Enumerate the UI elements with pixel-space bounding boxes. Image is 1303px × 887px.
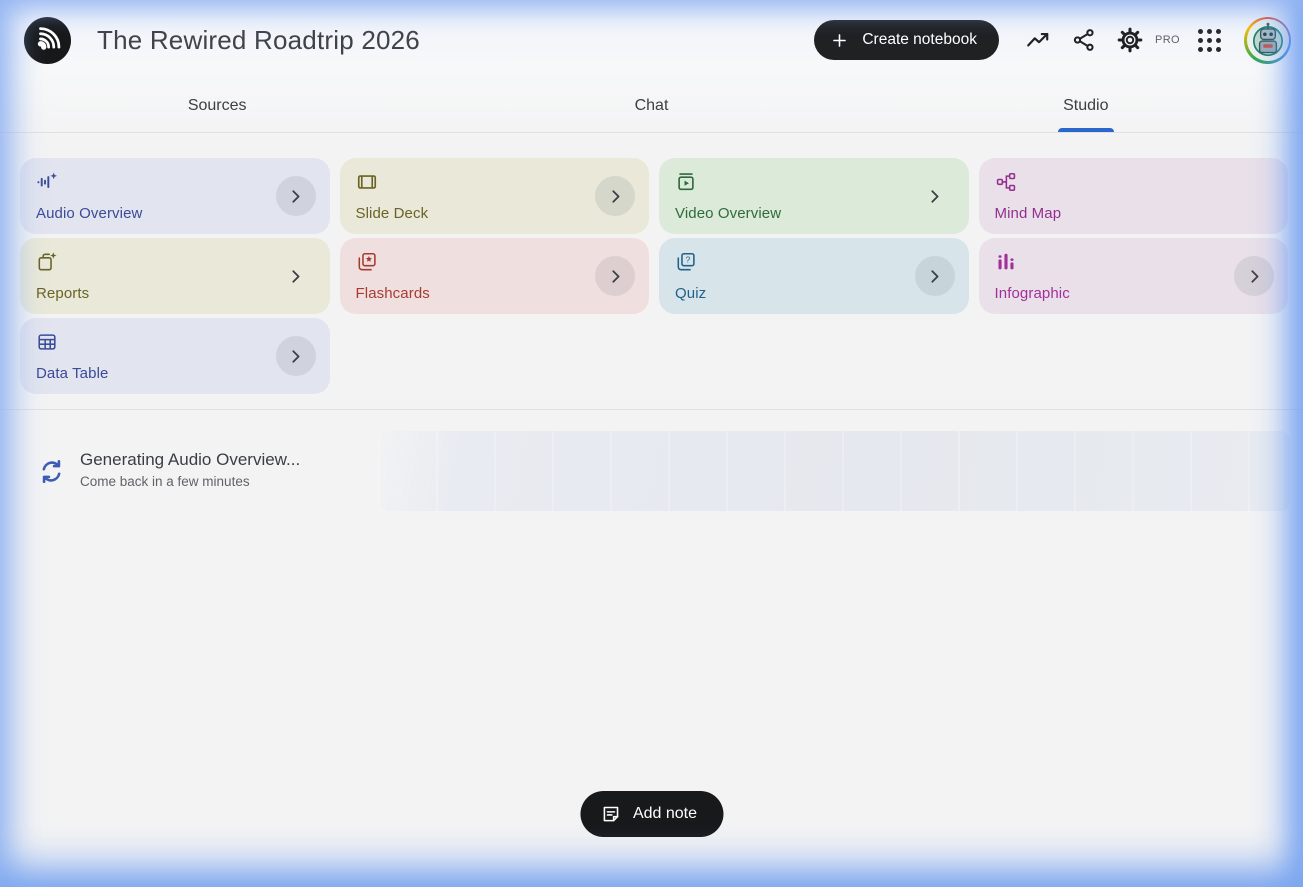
data-table-icon: [36, 331, 58, 353]
create-notebook-label: Create notebook: [862, 31, 977, 48]
mind-map-icon: [995, 171, 1017, 193]
generating-title: Generating Audio Overview...: [80, 450, 301, 469]
tab-chat[interactable]: Chat: [434, 80, 868, 132]
chevron-right-icon: [924, 186, 945, 207]
generating-status-section: Generating Audio Overview... Come back i…: [0, 425, 1303, 517]
studio-card-grid: Audio Overview Slide Deck Video Overview…: [20, 158, 1288, 394]
studio-card-slide-deck[interactable]: Slide Deck: [339, 158, 649, 234]
settings-gear-icon: [1117, 27, 1143, 53]
chevron-right-icon: [605, 186, 626, 207]
tab-sources[interactable]: Sources: [0, 80, 434, 132]
infographic-icon: [995, 251, 1017, 273]
reports-icon: [36, 251, 58, 273]
panel-tabbar: Sources Chat Studio: [0, 80, 1303, 133]
studio-card-mind-map[interactable]: Mind Map: [978, 158, 1288, 234]
studio-card-video-overview[interactable]: Video Overview: [659, 158, 969, 234]
add-note-button[interactable]: Add note: [579, 791, 724, 837]
chevron-right-icon: [285, 186, 306, 207]
chevron-right-button[interactable]: [914, 256, 955, 296]
quiz-icon: ?: [675, 251, 697, 273]
tab-studio[interactable]: Studio: [869, 80, 1303, 132]
chevron-right-button[interactable]: [275, 336, 316, 376]
notebooklm-logo-icon[interactable]: [24, 16, 71, 64]
share-icon: [1071, 27, 1097, 53]
plus-icon: [830, 31, 849, 50]
svg-text:?: ?: [686, 255, 691, 265]
studio-card-quiz[interactable]: ? Quiz: [659, 238, 969, 314]
robot-avatar-image: [1246, 19, 1289, 61]
chevron-right-button[interactable]: [595, 176, 635, 216]
studio-card-flashcards[interactable]: Flashcards: [339, 238, 649, 314]
avatar[interactable]: [1244, 16, 1291, 64]
tab-studio-label: Studio: [1063, 97, 1109, 114]
section-divider: [0, 409, 1303, 410]
chevron-right-button[interactable]: [276, 256, 316, 296]
studio-card-infographic[interactable]: Infographic: [978, 238, 1288, 314]
studio-card-reports[interactable]: Reports: [20, 238, 330, 314]
chevron-right-icon: [285, 266, 306, 287]
apps-grid-icon: [1197, 28, 1221, 52]
share-button[interactable]: [1061, 17, 1107, 63]
apps-grid-button[interactable]: [1186, 17, 1232, 63]
chevron-right-icon: [1244, 266, 1265, 287]
video-overview-icon: [675, 171, 697, 193]
add-note-label: Add note: [632, 805, 698, 822]
settings-button[interactable]: [1107, 17, 1153, 63]
chevron-right-icon: [285, 346, 306, 367]
slide-deck-icon: [356, 171, 378, 193]
create-notebook-button[interactable]: Create notebook: [814, 20, 999, 60]
pro-badge: PRO: [1154, 34, 1180, 46]
trending-up-icon: [1025, 27, 1051, 53]
chevron-right-button[interactable]: [915, 176, 955, 216]
sync-progress-icon: [38, 458, 65, 485]
skeleton-loading-bar: [378, 431, 1290, 511]
analytics-button[interactable]: [1015, 17, 1061, 63]
generating-subtitle: Come back in a few minutes: [80, 474, 250, 489]
studio-card-audio-overview[interactable]: Audio Overview: [20, 158, 330, 234]
chevron-right-button[interactable]: [595, 256, 635, 296]
notebook-title[interactable]: The Rewired Roadtrip 2026: [97, 24, 420, 55]
chevron-right-button[interactable]: [1234, 256, 1274, 296]
note-icon: [600, 804, 621, 825]
flashcards-icon: [356, 251, 378, 273]
chevron-right-icon: [605, 266, 626, 287]
app-header: The Rewired Roadtrip 2026 Create noteboo…: [0, 0, 1303, 80]
audio-waveform-sparkle-icon: [36, 171, 58, 193]
studio-card-data-table[interactable]: Data Table: [20, 318, 330, 394]
chevron-right-icon: [924, 266, 945, 287]
active-tab-underline: [1057, 128, 1114, 132]
chevron-right-button[interactable]: [275, 176, 316, 216]
header-actions: Create notebook: [814, 16, 1291, 64]
